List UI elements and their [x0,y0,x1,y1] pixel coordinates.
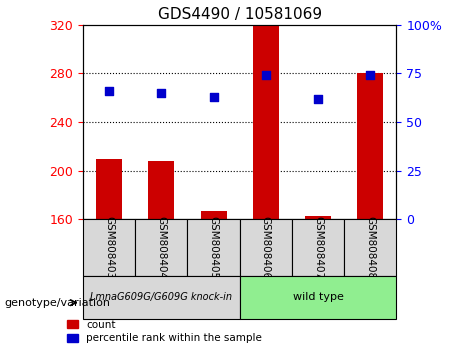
Point [314,96,322,102]
FancyBboxPatch shape [344,219,396,276]
Text: GSM808403: GSM808403 [104,216,114,279]
FancyBboxPatch shape [240,276,396,319]
Text: GSM808406: GSM808406 [261,216,271,279]
FancyBboxPatch shape [83,276,240,319]
Bar [357,73,384,219]
Text: genotype/variation: genotype/variation [5,298,111,308]
FancyBboxPatch shape [83,219,135,276]
Bar [96,159,122,219]
Bar [305,216,331,219]
Text: GSM808405: GSM808405 [208,216,219,279]
Point [366,73,374,78]
Bar [201,211,227,219]
Text: wild type: wild type [293,292,343,302]
Point [262,73,270,78]
FancyBboxPatch shape [135,219,188,276]
FancyBboxPatch shape [188,219,240,276]
Text: GSM808407: GSM808407 [313,216,323,279]
Point [158,90,165,96]
Legend: count, percentile rank within the sample: count, percentile rank within the sample [65,318,264,345]
FancyBboxPatch shape [240,219,292,276]
Text: GSM808408: GSM808408 [365,216,375,279]
Text: GSM808404: GSM808404 [156,216,166,279]
Text: LmnaG609G/G609G knock-in: LmnaG609G/G609G knock-in [90,292,232,302]
FancyBboxPatch shape [292,219,344,276]
Point [210,94,217,99]
Bar [148,161,174,219]
Title: GDS4490 / 10581069: GDS4490 / 10581069 [158,7,322,22]
Bar [253,25,279,219]
Point [106,88,113,94]
